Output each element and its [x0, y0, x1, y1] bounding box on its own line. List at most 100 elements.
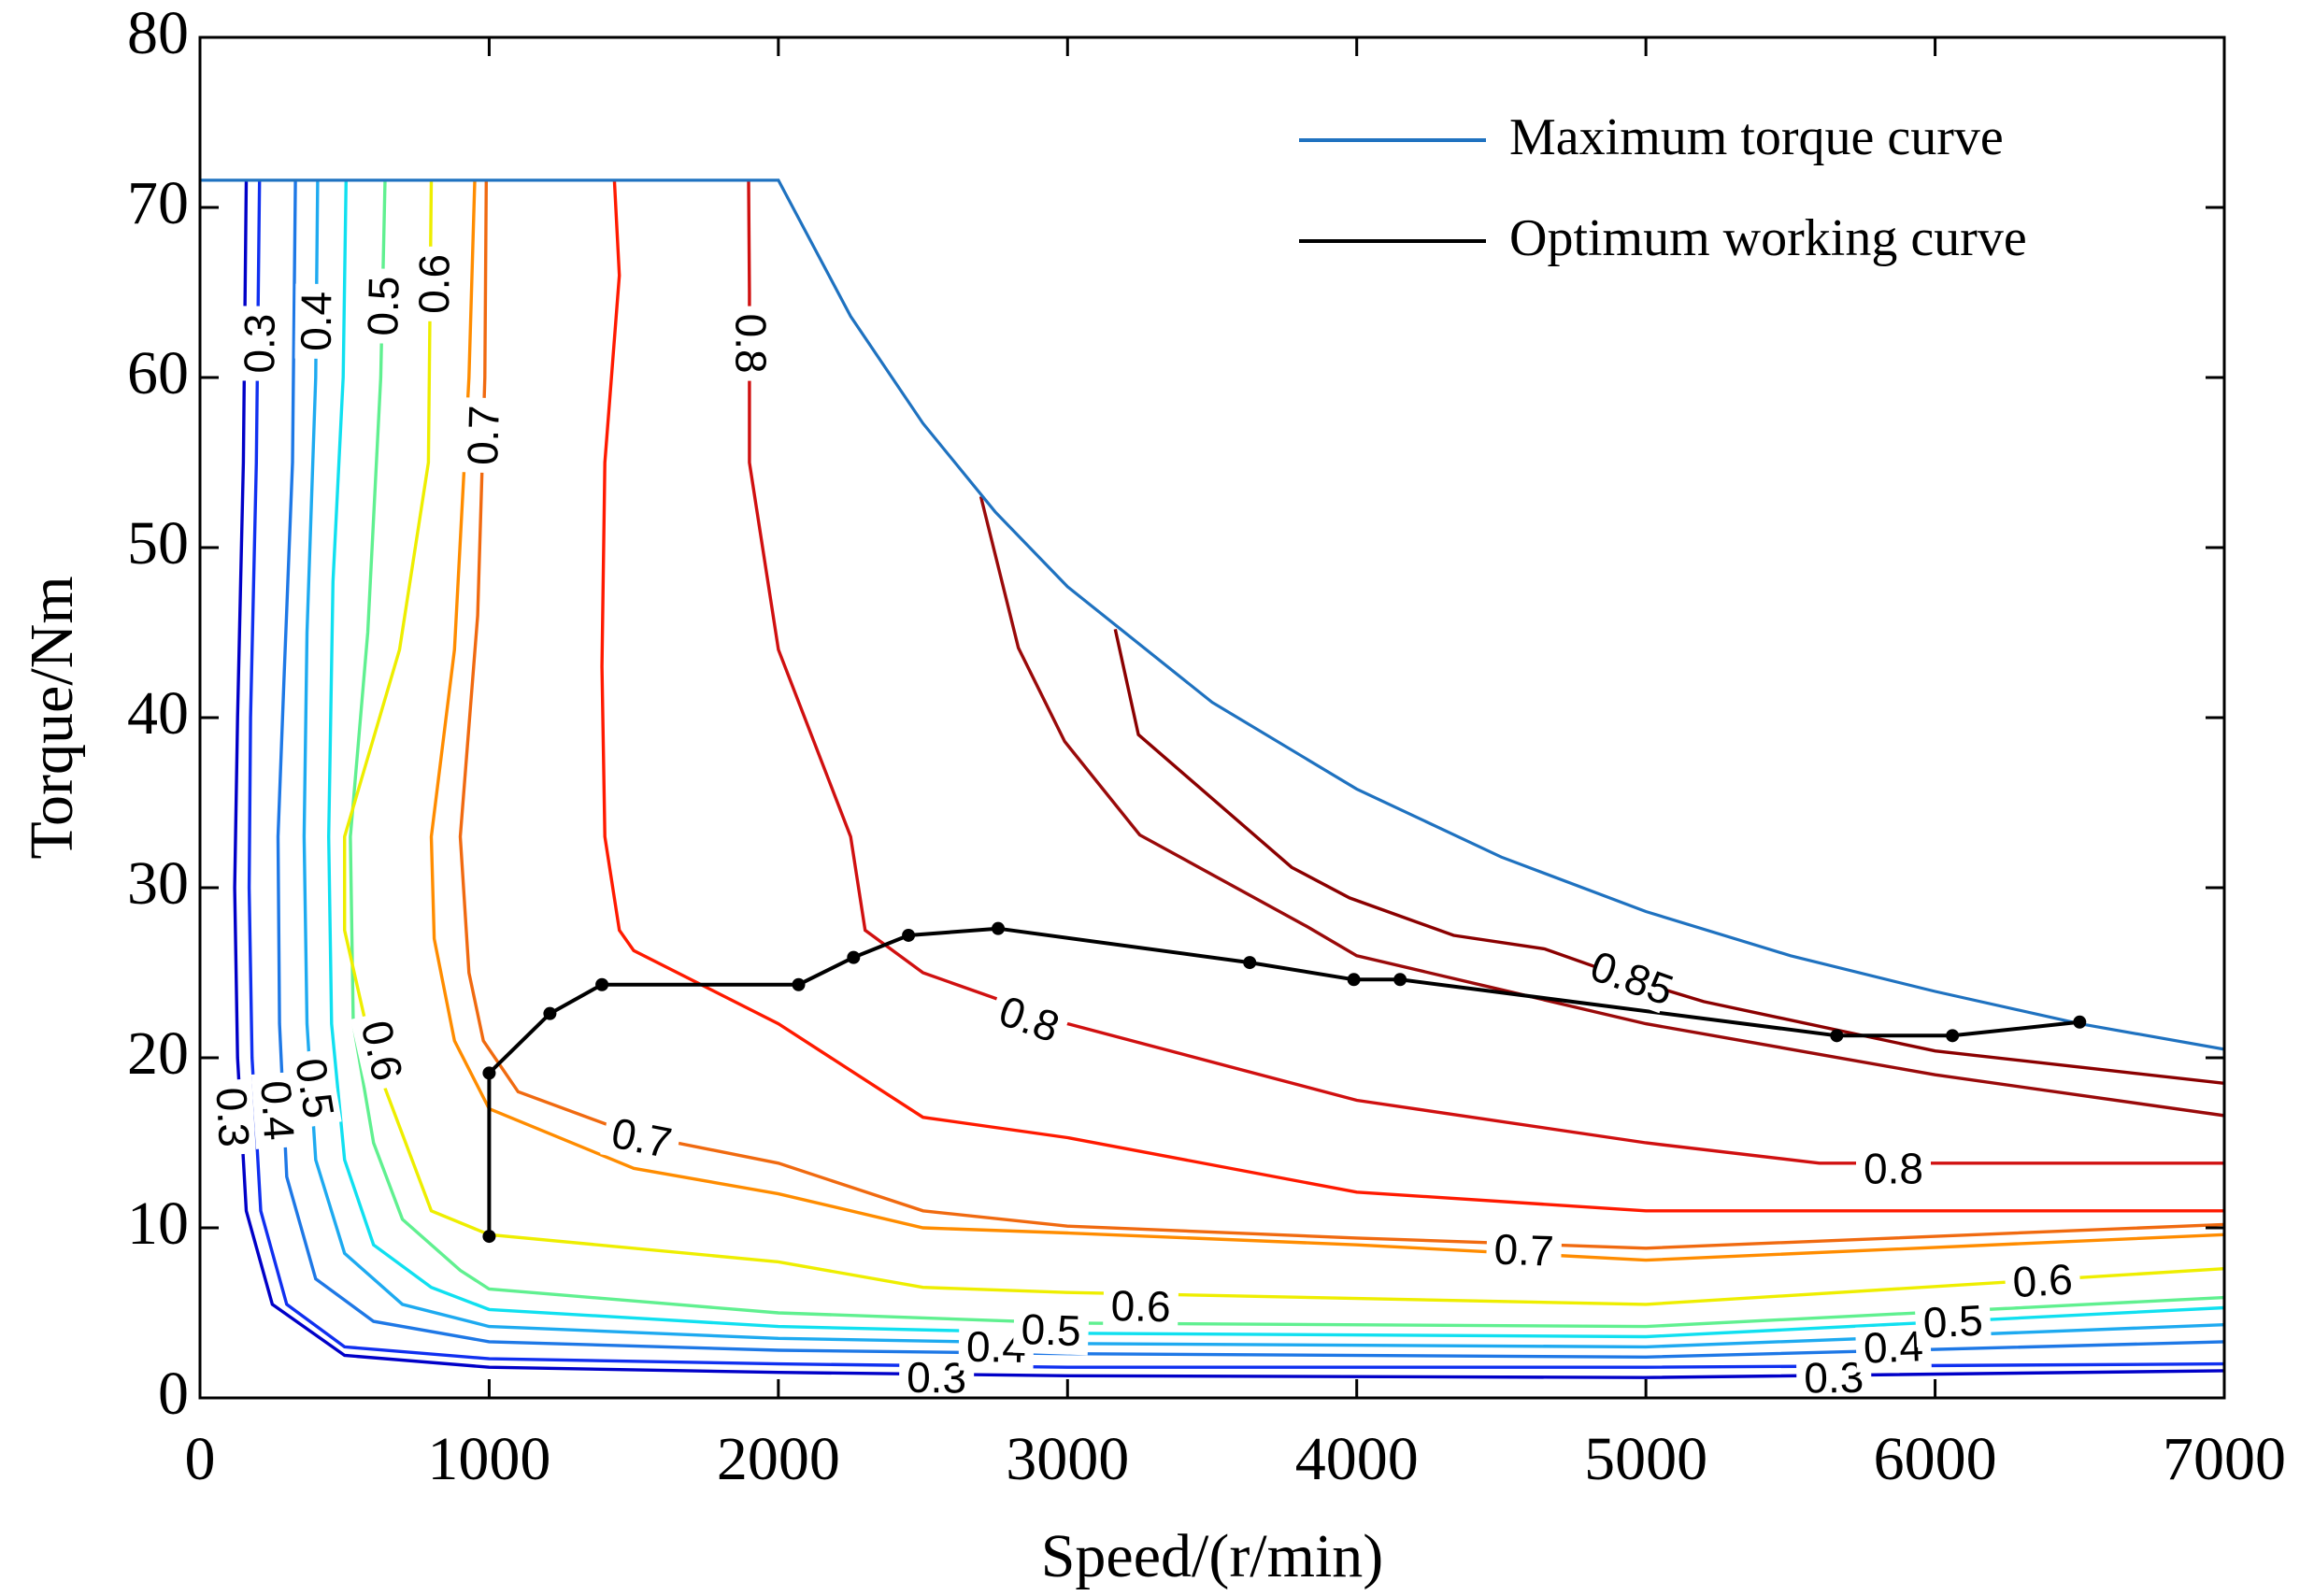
contour-label-group: 0.5	[1012, 1304, 1090, 1356]
contour-label-group: 0.5	[1914, 1295, 1992, 1347]
contour-label-group: 0.5	[284, 1047, 344, 1130]
series-point	[847, 950, 861, 964]
y-axis-label: Torque/Nm	[18, 576, 86, 859]
contour-line	[978, 495, 2224, 1118]
contour-label-group: 0.3	[1796, 1353, 1872, 1403]
contour-label-group: 0.4	[292, 283, 341, 360]
contour-label-bg	[461, 397, 508, 474]
contour-label: 0.4	[1863, 1321, 1924, 1372]
series-point	[1830, 1029, 1844, 1043]
contour-label: 0.8	[727, 314, 776, 374]
y-tick-label: 20	[127, 1019, 189, 1088]
contour-line	[458, 179, 2224, 1250]
y-tick-label: 0	[158, 1360, 189, 1428]
contour-label-group: 0.6	[350, 1009, 412, 1093]
contour-label-group: 0.8	[986, 986, 1072, 1054]
y-tick-label: 10	[127, 1190, 189, 1258]
series-point	[902, 928, 916, 942]
series-point	[543, 1006, 557, 1020]
series-point	[1243, 956, 1257, 970]
y-tick-label: 50	[127, 509, 189, 577]
contour-label-bg	[361, 268, 408, 345]
contour-label-group: 0.3	[898, 1353, 975, 1403]
y-tick-label: 70	[127, 169, 189, 237]
contour-label: 0.4	[292, 292, 341, 351]
contour-label-group: 0.6	[1103, 1281, 1179, 1332]
plot-area: 0.30.30.3 0.30.40.40.4 0.40.50.50.5 0.50.60…	[198, 36, 2226, 1403]
contour-label-bg	[284, 1047, 342, 1130]
contour-label-bg	[412, 246, 459, 322]
y-tick-label: 40	[127, 679, 189, 748]
contour-label-bg	[237, 306, 284, 381]
contour-label: 0.7	[458, 405, 508, 465]
series-point	[482, 1230, 496, 1244]
contour-label-bg	[1796, 1356, 1872, 1403]
contour-line	[343, 179, 2224, 1306]
x-tick-label: 4000	[1295, 1425, 1419, 1493]
contour-label-group: 0.7	[600, 1108, 683, 1169]
contour-label-group: 0.7	[1485, 1225, 1563, 1275]
y-tick-label: 30	[127, 849, 189, 918]
series-point	[792, 977, 806, 991]
series-point	[2073, 1015, 2087, 1029]
contour-label-bg	[986, 987, 1072, 1054]
contour-label-bg	[1485, 1228, 1563, 1275]
contour-label: 0.5	[286, 1055, 344, 1122]
contour-label: 0.8	[1864, 1144, 1923, 1192]
series-line	[200, 178, 2224, 1051]
contour-label: 0.3	[235, 313, 284, 373]
contour-label: 0.6	[409, 254, 459, 314]
contour-label-bg	[350, 1009, 411, 1093]
series-point	[482, 1066, 496, 1080]
contour-label-group: 0.7	[458, 397, 508, 474]
contour-label-group: 0.5	[358, 268, 408, 345]
contour-label-bg	[1012, 1307, 1090, 1356]
contour-label-bg	[2004, 1257, 2082, 1307]
y-tick-label: 80	[127, 0, 189, 67]
contour-label-group: 0.6	[409, 246, 459, 322]
contour-label-bg	[1856, 1147, 1931, 1193]
contour-label: 0.5	[1021, 1304, 1082, 1355]
contour-label-group: 0.8	[727, 306, 776, 381]
contour-label-bg	[600, 1110, 683, 1169]
contour-label-bg	[250, 1071, 301, 1149]
contour-line	[233, 179, 2224, 1379]
series-point	[595, 977, 609, 991]
series-point	[992, 921, 1006, 935]
contour-line	[600, 179, 2224, 1213]
series-point	[1946, 1029, 1960, 1043]
contour-label: 0.7	[607, 1108, 676, 1168]
x-tick-label: 3000	[1006, 1425, 1129, 1493]
contour-label-bg	[1588, 946, 1675, 1014]
contour-line	[247, 179, 2224, 1369]
x-axis-label: Speed/(r/min)	[1041, 1522, 1384, 1590]
contour-label: 0.5	[358, 276, 407, 336]
contour-label-group: 0.8	[1856, 1144, 1931, 1192]
series-point	[1347, 973, 1361, 987]
x-tick-label: 2000	[717, 1425, 840, 1493]
x-tick-label: 7000	[2163, 1425, 2286, 1493]
contour-label-bg	[1103, 1284, 1179, 1332]
x-tick-label: 5000	[1584, 1425, 1707, 1493]
contour-line	[302, 179, 2224, 1349]
contour-label: 0.7	[1493, 1225, 1555, 1275]
contour-line	[429, 179, 2224, 1262]
y-tick-label: 60	[127, 339, 189, 407]
x-tick-label: 1000	[427, 1425, 550, 1493]
contour-label-bg	[1855, 1324, 1932, 1373]
contour-label: 0.3	[907, 1353, 967, 1403]
contour-label-bg	[294, 283, 341, 360]
contour-line	[276, 179, 2224, 1360]
plot-inner	[200, 178, 2224, 1379]
contour-label-bg	[1914, 1298, 1992, 1347]
contour-label: 0.3	[207, 1086, 258, 1148]
contour-label-group: 0.4	[1855, 1321, 1932, 1373]
legend-label: Maximum torque curve	[1509, 108, 2004, 166]
contour-line	[747, 179, 2224, 1165]
contour-label-group: 0.6	[2004, 1254, 2082, 1307]
legend-label: Optimum working curve	[1509, 209, 2027, 267]
contour-line	[1113, 629, 2224, 1085]
contour-label: 0.6	[2011, 1254, 2074, 1306]
